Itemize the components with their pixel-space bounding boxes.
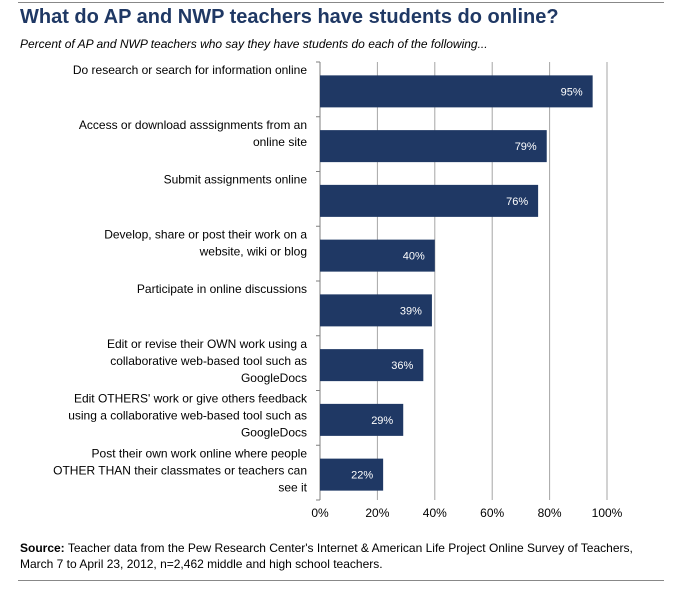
category-label: collaborative web-based tool such as bbox=[110, 354, 307, 368]
bar-value-label: 22% bbox=[351, 470, 373, 482]
bar bbox=[320, 130, 547, 163]
category-label: Post their own work online where people bbox=[92, 446, 308, 460]
chart-subtitle: Percent of AP and NWP teachers who say t… bbox=[20, 37, 488, 51]
bar bbox=[320, 458, 384, 491]
category-label: Edit OTHERS' work or give others feedbac… bbox=[74, 392, 308, 406]
bar bbox=[320, 349, 424, 382]
bar bbox=[320, 75, 593, 108]
source-label: Source: bbox=[20, 541, 65, 555]
source-note: Source: Teacher data from the Pew Resear… bbox=[20, 540, 660, 572]
bar-value-label: 29% bbox=[371, 415, 393, 427]
x-tick-label: 20% bbox=[365, 506, 389, 520]
x-tick-label: 0% bbox=[311, 506, 329, 520]
bar-chart: 95% Do research or search for information… bbox=[53, 61, 623, 520]
category-label: Submit assignments online bbox=[164, 173, 308, 187]
bar-value-label: 40% bbox=[403, 251, 425, 263]
category-label: Edit or revise their OWN work using a bbox=[107, 337, 307, 351]
bar-value-label: 39% bbox=[400, 305, 422, 317]
category-label: GoogleDocs bbox=[241, 426, 307, 440]
category-label: Do research or search for information on… bbox=[73, 63, 307, 77]
bar bbox=[320, 239, 435, 272]
bar-value-label: 36% bbox=[391, 360, 413, 372]
source-text: Teacher data from the Pew Research Cente… bbox=[20, 541, 633, 571]
bar-value-label: 95% bbox=[561, 86, 583, 98]
category-label: Access or download asssignments from an bbox=[79, 118, 307, 132]
category-label: Participate in online discussions bbox=[137, 282, 307, 296]
chart-title: What do AP and NWP teachers have student… bbox=[20, 6, 559, 28]
bar bbox=[320, 294, 432, 327]
category-label: see it bbox=[278, 480, 307, 494]
category-label: online site bbox=[253, 135, 307, 149]
x-tick-label: 40% bbox=[423, 506, 447, 520]
bottom-rule bbox=[18, 580, 664, 581]
bar bbox=[320, 403, 404, 436]
bar-value-label: 79% bbox=[515, 141, 537, 153]
bar-value-label: 76% bbox=[506, 196, 528, 208]
category-label: GoogleDocs bbox=[241, 371, 307, 385]
top-rule bbox=[18, 2, 664, 3]
category-label: OTHER THAN their classmates or teachers … bbox=[53, 463, 307, 477]
category-label: using a collaborative web-based tool suc… bbox=[68, 409, 307, 423]
category-label: Develop, share or post their work on a bbox=[104, 227, 307, 241]
category-label: website, wiki or blog bbox=[199, 244, 307, 258]
x-tick-label: 80% bbox=[538, 506, 562, 520]
x-tick-label: 100% bbox=[592, 506, 623, 520]
x-tick-label: 60% bbox=[480, 506, 504, 520]
bar bbox=[320, 184, 539, 217]
